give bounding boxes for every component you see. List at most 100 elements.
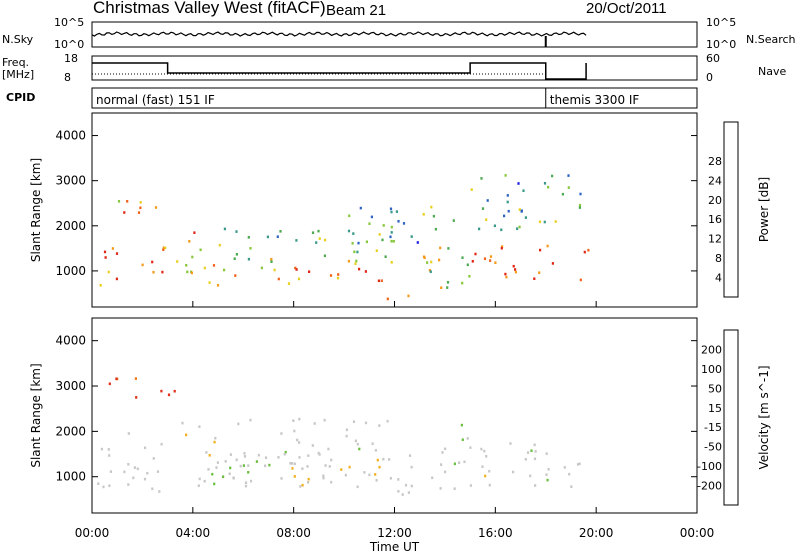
noise-right-tick-bottom: 10^0: [706, 38, 736, 51]
power-cell: [111, 247, 114, 250]
power-cell: [517, 182, 520, 185]
velocity-cell: [444, 447, 447, 451]
velocity-cell: [374, 473, 377, 476]
velocity-cell: [185, 433, 188, 437]
date-label: 20/Oct/2011: [586, 0, 667, 17]
x-tick-label: 08:00: [276, 526, 311, 540]
power-colorbar-frame: [723, 121, 739, 298]
power-cell: [279, 230, 282, 233]
power-cell: [489, 259, 492, 262]
power-cell: [356, 250, 359, 254]
velocity-cell: [108, 382, 111, 386]
velocity-cell: [127, 483, 130, 486]
power-cell: [494, 261, 497, 264]
velocity-cell: [488, 483, 491, 487]
velocity-cell: [109, 470, 112, 473]
power-cell: [203, 266, 206, 270]
velocity-cell: [198, 425, 201, 428]
velocity-cell: [151, 487, 154, 491]
power-ylabel: Slant Range [km]: [29, 158, 43, 262]
velocity-cell: [247, 464, 250, 467]
velocity-cell: [352, 420, 356, 423]
power-cell: [485, 218, 488, 221]
velocity-cell: [401, 493, 404, 496]
freq-label-1: Freq.: [2, 56, 29, 69]
power-cell: [381, 238, 384, 242]
power-cell: [161, 270, 164, 274]
power-cell: [579, 278, 582, 282]
power-cell: [117, 200, 121, 203]
velocity-cell: [144, 446, 147, 450]
power-cell: [384, 255, 387, 258]
power-cell: [416, 241, 419, 244]
power-cell: [193, 231, 196, 234]
velocity-cell: [322, 474, 325, 478]
velocity-cell: [289, 462, 292, 465]
power-cell: [337, 273, 340, 276]
velocity-cell: [466, 437, 469, 440]
velocity-cell: [257, 453, 260, 457]
power-cell: [186, 270, 189, 274]
velocity-cell: [440, 463, 443, 466]
power-cell: [522, 189, 525, 192]
power-cell: [247, 257, 250, 261]
velocity-cell: [397, 478, 400, 481]
power-cell: [270, 257, 273, 261]
velocity-cell: [345, 434, 348, 438]
y-tick-label: 1000: [55, 264, 86, 278]
power-cell: [587, 248, 590, 252]
velocity-cell: [354, 439, 357, 443]
power-cell: [422, 213, 425, 216]
velocity-cell: [249, 479, 253, 483]
power-colorbar-tick: 28: [708, 155, 722, 168]
y-tick-label: 3000: [55, 379, 86, 393]
velocity-cell: [307, 454, 310, 457]
power-cell: [578, 206, 581, 209]
velocity-cell: [143, 477, 147, 481]
power-cell: [390, 261, 393, 264]
velocity-cell: [397, 490, 400, 493]
power-cell: [468, 275, 471, 278]
beam-label: Beam 21: [326, 2, 386, 19]
velocity-cell: [463, 460, 466, 464]
power-cell: [123, 211, 126, 214]
power-cell: [208, 281, 211, 284]
power-cell: [434, 227, 437, 231]
nsearch-label: N.Search: [746, 33, 796, 46]
velocity-cell: [439, 487, 442, 490]
power-cell: [402, 222, 406, 225]
power-cell: [276, 235, 279, 238]
velocity-cell: [228, 472, 231, 476]
velocity-cell: [296, 438, 299, 442]
power-cell: [99, 284, 102, 287]
velocity-cell: [291, 462, 294, 465]
velocity-cell: [211, 472, 214, 476]
velocity-cell: [247, 471, 250, 474]
velocity-cell: [509, 442, 512, 445]
y-tick-label: 2000: [55, 424, 86, 438]
velocity-cell: [197, 484, 200, 487]
x-tick-label: 12:00: [377, 526, 412, 540]
power-cell: [474, 252, 477, 256]
velocity-cell: [328, 465, 331, 468]
power-cell: [185, 264, 188, 267]
x-axis-label: Time UT: [369, 540, 420, 554]
power-cell: [423, 256, 426, 260]
power-cell: [382, 224, 385, 227]
power-cell: [440, 286, 443, 289]
velocity-cell: [277, 456, 280, 459]
velocity-cell: [299, 485, 302, 488]
velocity-cell: [243, 452, 246, 455]
power-cell: [377, 279, 380, 283]
velocity-cell: [534, 484, 537, 487]
power-cell: [583, 250, 586, 254]
power-cell: [152, 270, 155, 274]
power-cell: [295, 239, 298, 242]
velocity-cell: [345, 428, 348, 432]
power-cell: [311, 231, 315, 234]
velocity-colorbar-tick: 15: [708, 402, 722, 415]
power-cell: [380, 279, 383, 282]
power-cell: [518, 225, 521, 229]
velocity-cell: [293, 475, 296, 478]
velocity-cell: [284, 450, 287, 454]
